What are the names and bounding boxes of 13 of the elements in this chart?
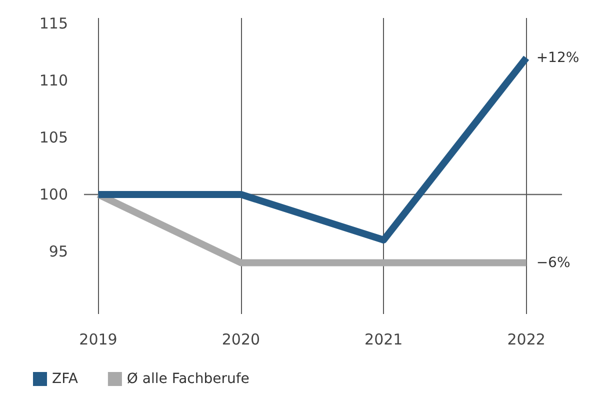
legend-label: ZFA [52, 371, 78, 387]
y-tick-label: 100 [39, 185, 68, 204]
legend-label: Ø alle Fachberufe [126, 371, 250, 387]
y-tick-label: 105 [39, 128, 68, 147]
x-tick-label: 2020 [222, 330, 260, 348]
annotation: +12% [536, 50, 580, 66]
y-tick-label: 110 [39, 72, 68, 90]
x-tick-label: 2019 [79, 330, 118, 348]
x-tick-label: 2021 [364, 330, 403, 348]
x-tick-label: 2022 [507, 330, 546, 348]
annotation: −6% [536, 254, 570, 271]
y-tick-label: 95 [48, 242, 68, 260]
y-tick-label: 115 [39, 14, 68, 33]
